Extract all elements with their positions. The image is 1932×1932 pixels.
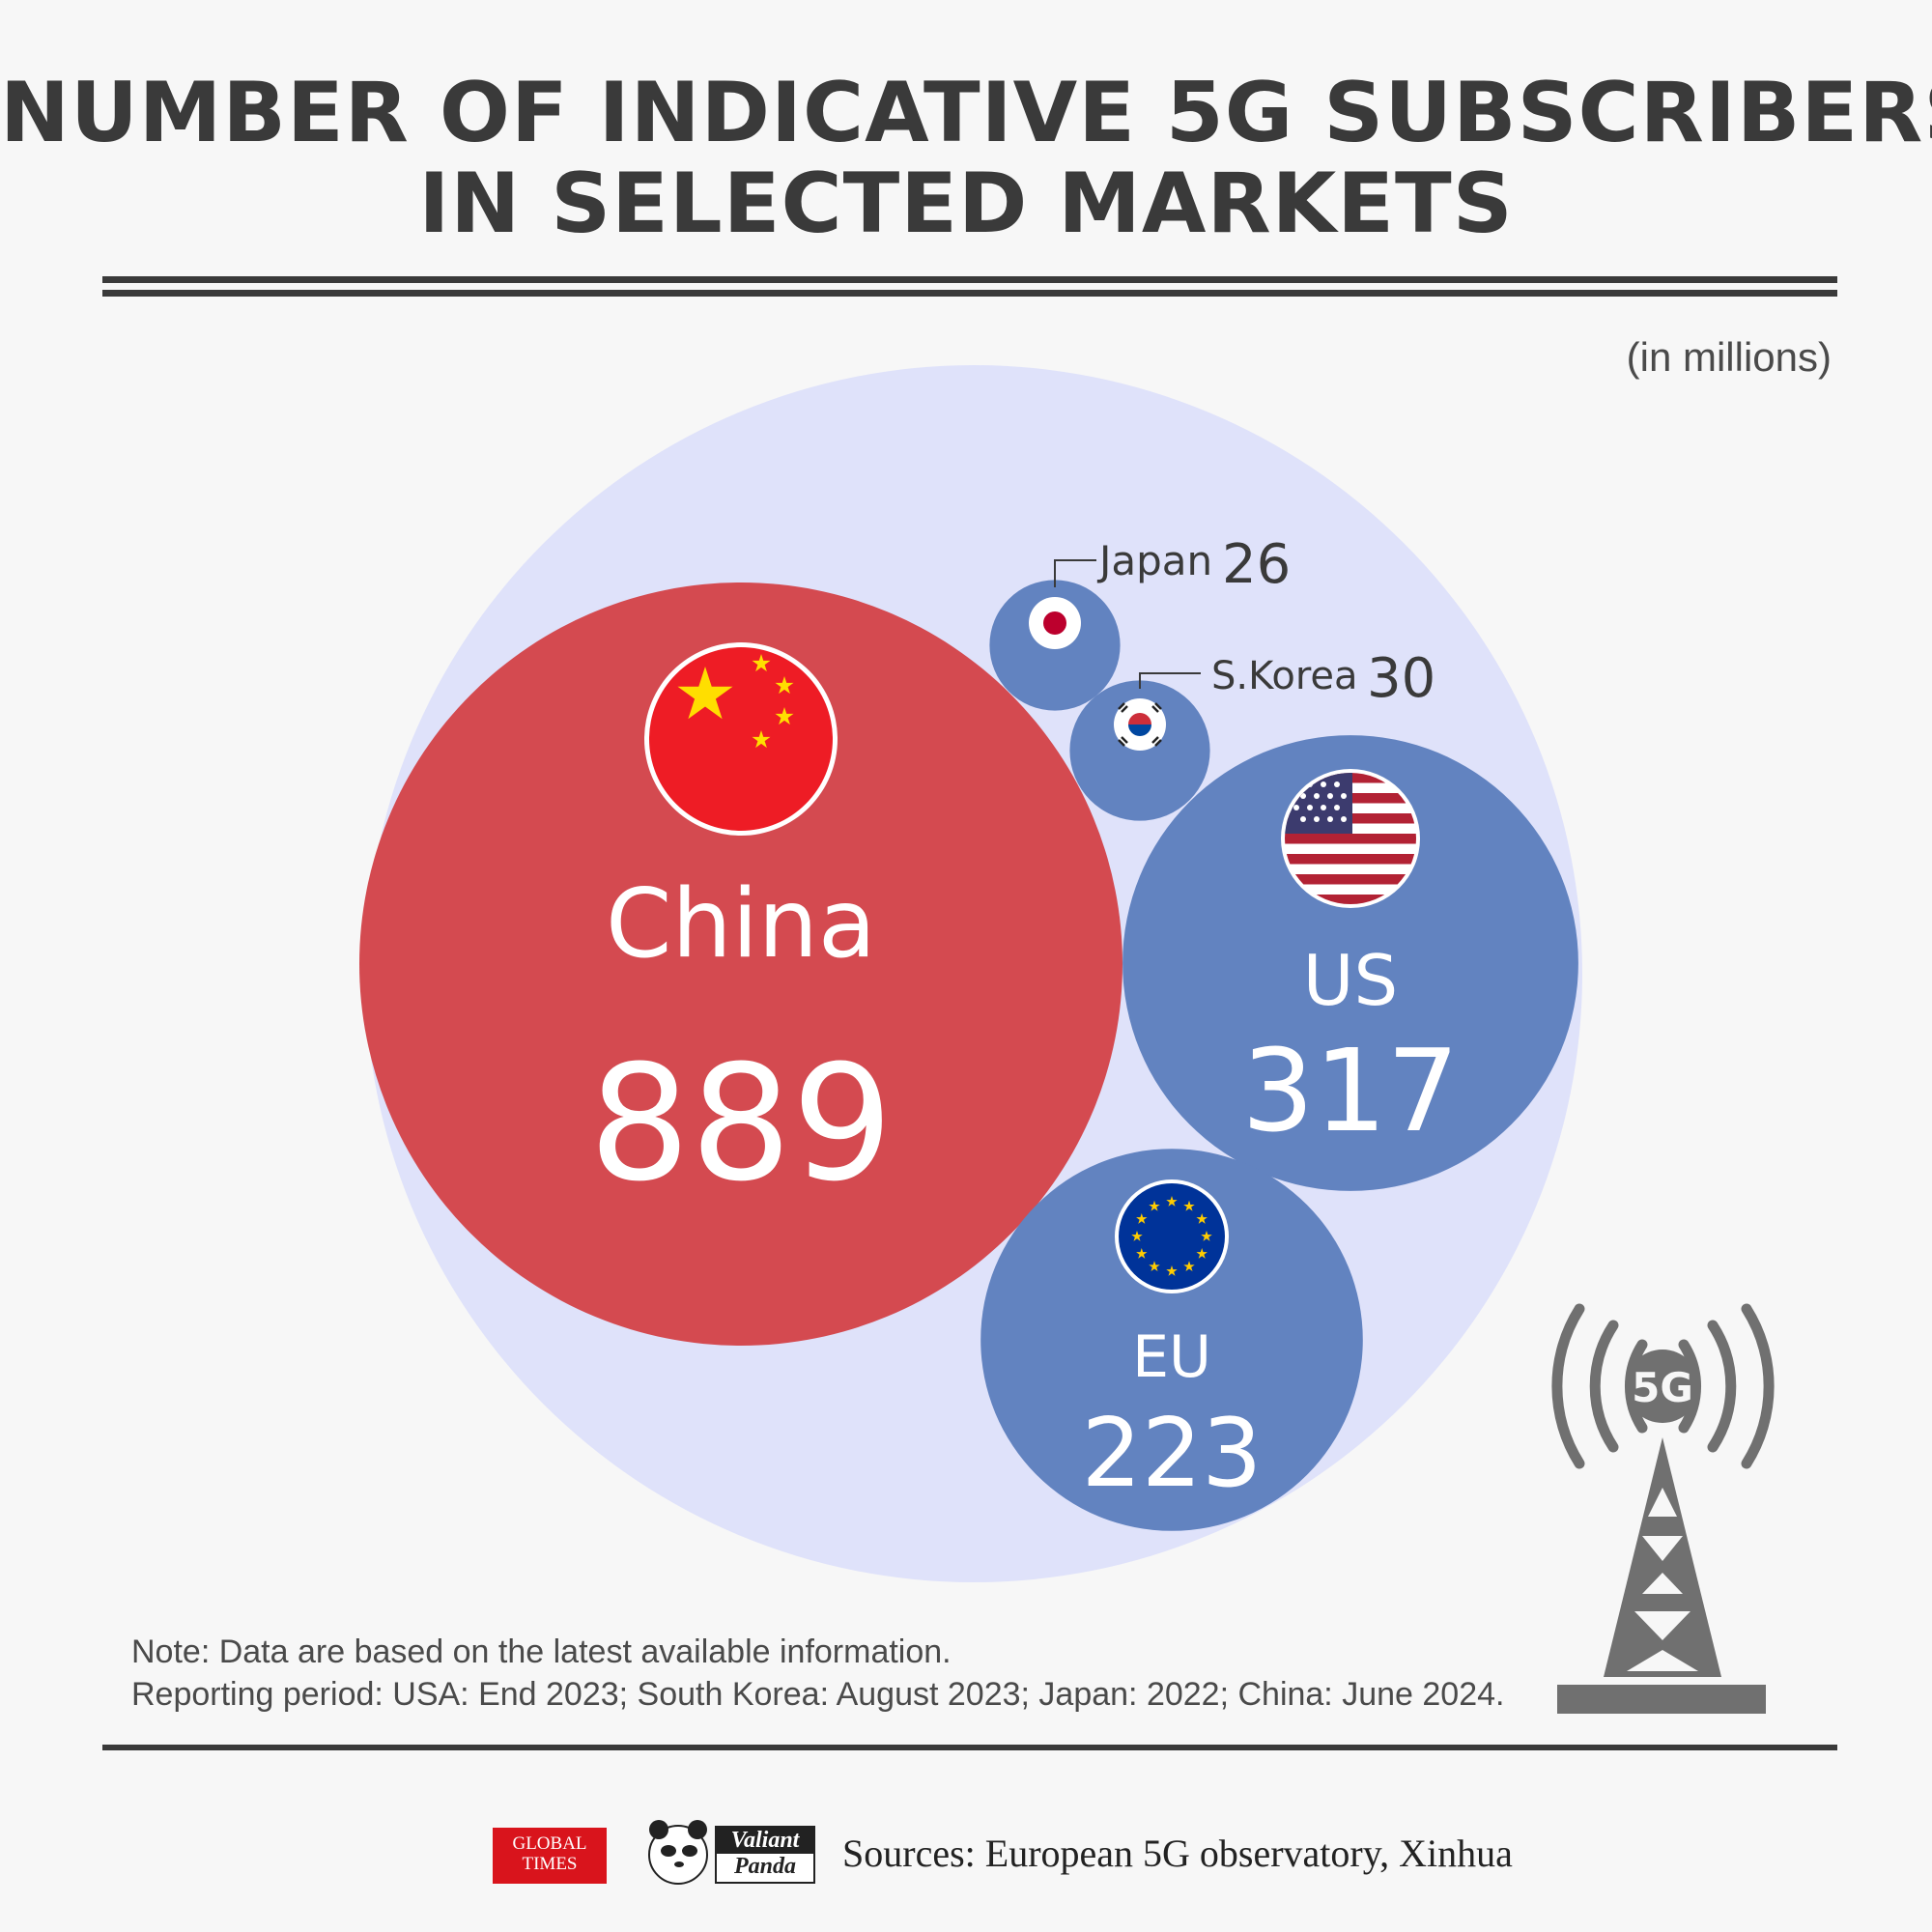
s-korea-leader-line	[1139, 672, 1201, 689]
south-korea-flag-icon	[1114, 698, 1166, 751]
us-label: US	[1303, 940, 1398, 1021]
us-flag-icon	[1281, 769, 1420, 908]
bubble-china	[359, 582, 1122, 1346]
s-korea-label: S.Korea	[1211, 654, 1358, 698]
global-times-logo: GLOBAL TIMES	[493, 1828, 607, 1884]
title-line-2: IN SELECTED MARKETS	[418, 156, 1514, 252]
chart-title: NUMBER OF INDICATIVE 5G SUBSCRIBERS IN S…	[0, 68, 1932, 249]
title-rule-top	[102, 276, 1837, 283]
note: Note: Data are based on the latest avail…	[131, 1631, 1504, 1716]
us-value: 317	[1241, 1024, 1459, 1157]
valiant-panda-logo	[648, 1820, 708, 1885]
s-korea-value: 30	[1367, 647, 1435, 710]
japan-value: 26	[1222, 533, 1291, 596]
valiant-panda-wordmark: Valiant Panda	[715, 1826, 815, 1884]
eu-flag-icon	[1115, 1179, 1229, 1293]
eu-label: EU	[1132, 1323, 1211, 1391]
china-label: China	[606, 869, 876, 980]
unit-label: (in millions)	[1626, 334, 1832, 380]
tower-badge-label: 5G	[1632, 1364, 1693, 1411]
title-line-1: NUMBER OF INDICATIVE 5G SUBSCRIBERS	[0, 65, 1932, 161]
title-rule-bottom	[102, 290, 1837, 297]
footer-rule	[102, 1745, 1837, 1750]
japan-leader-line	[1054, 559, 1096, 587]
china-value: 889	[589, 1031, 894, 1216]
japan-label: Japan	[1096, 537, 1212, 584]
sources: Sources: European 5G observatory, Xinhua	[842, 1832, 1513, 1875]
bubble-eu	[980, 1149, 1363, 1531]
note-line-2: Reporting period: USA: End 2023; South K…	[131, 1676, 1505, 1713]
note-line-1: Note: Data are based on the latest avail…	[131, 1634, 952, 1670]
japan-flag-icon	[1029, 597, 1081, 649]
5g-tower-icon	[1551, 1303, 1775, 1714]
eu-value: 223	[1081, 1399, 1262, 1509]
china-flag-icon	[644, 642, 838, 836]
bubble-us	[1122, 735, 1578, 1191]
